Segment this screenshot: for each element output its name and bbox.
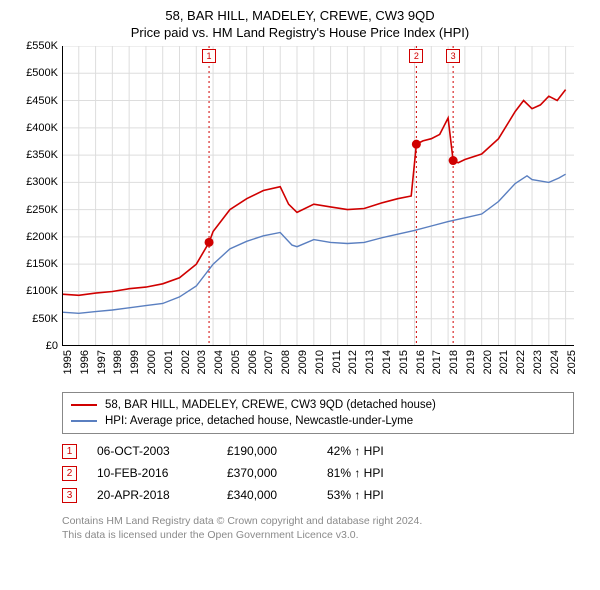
x-tick-label: 2002 xyxy=(180,350,192,374)
chart-title-address: 58, BAR HILL, MADELEY, CREWE, CW3 9QD xyxy=(14,8,586,23)
x-tick-label: 1995 xyxy=(62,350,74,374)
transaction-price: £340,000 xyxy=(227,488,307,502)
transaction-price: £190,000 xyxy=(227,444,307,458)
legend-label: HPI: Average price, detached house, Newc… xyxy=(105,415,413,427)
chart-svg xyxy=(62,46,574,346)
x-tick-label: 2024 xyxy=(549,350,561,374)
footnote-line1: Contains HM Land Registry data © Crown c… xyxy=(62,514,586,528)
y-tick-label: £100K xyxy=(26,285,58,297)
transaction-marker: 2 xyxy=(62,466,77,481)
plot-region: £0£50K£100K£150K£200K£250K£300K£350K£400… xyxy=(62,46,574,346)
y-tick-label: £500K xyxy=(26,67,58,79)
transaction-row: 3 20-APR-2018 £340,000 53% ↑ HPI xyxy=(62,484,586,506)
x-tick-label: 2020 xyxy=(482,350,494,374)
transaction-price: £370,000 xyxy=(227,466,307,480)
transaction-marker: 3 xyxy=(62,488,77,503)
vline-marker-label: 2 xyxy=(409,49,423,63)
y-tick-label: £400K xyxy=(26,122,58,134)
y-tick-label: £200K xyxy=(26,231,58,243)
y-tick-label: £550K xyxy=(26,40,58,52)
x-tick-label: 2001 xyxy=(163,350,175,374)
x-tick-label: 2011 xyxy=(331,350,343,374)
legend-label: 58, BAR HILL, MADELEY, CREWE, CW3 9QD (d… xyxy=(105,399,436,411)
vline-marker-label: 3 xyxy=(446,49,460,63)
x-tick-label: 2003 xyxy=(196,350,208,374)
x-tick-label: 2000 xyxy=(146,350,158,374)
x-tick-label: 2012 xyxy=(347,350,359,374)
y-tick-label: £450K xyxy=(26,95,58,107)
x-tick-label: 2008 xyxy=(280,350,292,374)
vline-marker-label: 1 xyxy=(202,49,216,63)
x-tick-label: 2007 xyxy=(263,350,275,374)
y-tick-label: £350K xyxy=(26,149,58,161)
transaction-pct: 53% ↑ HPI xyxy=(327,488,427,502)
y-tick-label: £300K xyxy=(26,176,58,188)
x-tick-label: 2005 xyxy=(230,350,242,374)
x-tick-label: 2015 xyxy=(398,350,410,374)
x-tick-label: 2018 xyxy=(448,350,460,374)
x-tick-label: 2017 xyxy=(431,350,443,374)
x-tick-label: 2006 xyxy=(247,350,259,374)
x-tick-label: 1996 xyxy=(79,350,91,374)
legend-swatch xyxy=(71,420,97,422)
transaction-row: 2 10-FEB-2016 £370,000 81% ↑ HPI xyxy=(62,462,586,484)
y-tick-label: £250K xyxy=(26,204,58,216)
y-tick-label: £50K xyxy=(32,313,58,325)
chart-title-sub: Price paid vs. HM Land Registry's House … xyxy=(14,25,586,40)
transaction-date: 06-OCT-2003 xyxy=(97,444,207,458)
x-tick-label: 2016 xyxy=(415,350,427,374)
transaction-date: 20-APR-2018 xyxy=(97,488,207,502)
x-tick-label: 2014 xyxy=(381,350,393,374)
x-tick-label: 2023 xyxy=(532,350,544,374)
chart-area: £0 £50K £100K £150K £200K £250K £300K £350K £400… xyxy=(14,46,586,386)
x-tick-label: 2009 xyxy=(297,350,309,374)
footnote: Contains HM Land Registry data © Crown c… xyxy=(62,514,586,542)
x-tick-label: 1999 xyxy=(129,350,141,374)
legend: 58, BAR HILL, MADELEY, CREWE, CW3 9QD (d… xyxy=(62,392,574,434)
chart-container: 58, BAR HILL, MADELEY, CREWE, CW3 9QD Pr… xyxy=(0,0,600,590)
x-tick-label: 2019 xyxy=(465,350,477,374)
x-tick-label: 2025 xyxy=(566,350,578,374)
title-block: 58, BAR HILL, MADELEY, CREWE, CW3 9QD Pr… xyxy=(14,8,586,40)
x-tick-label: 2013 xyxy=(364,350,376,374)
transaction-marker: 1 xyxy=(62,444,77,459)
footnote-line2: This data is licensed under the Open Gov… xyxy=(62,528,586,542)
x-tick-label: 1997 xyxy=(96,350,108,374)
legend-item: HPI: Average price, detached house, Newc… xyxy=(71,413,565,429)
x-tick-label: 1998 xyxy=(112,350,124,374)
transaction-pct: 42% ↑ HPI xyxy=(327,444,427,458)
legend-swatch xyxy=(71,404,97,406)
transaction-date: 10-FEB-2016 xyxy=(97,466,207,480)
legend-item: 58, BAR HILL, MADELEY, CREWE, CW3 9QD (d… xyxy=(71,397,565,413)
x-tick-label: 2021 xyxy=(498,350,510,374)
transactions-table: 1 06-OCT-2003 £190,000 42% ↑ HPI 2 10-FEB-201… xyxy=(62,440,586,506)
x-tick-label: 2004 xyxy=(213,350,225,374)
y-tick-label: £150K xyxy=(26,258,58,270)
transaction-pct: 81% ↑ HPI xyxy=(327,466,427,480)
y-tick-label: £0 xyxy=(46,340,58,352)
transaction-row: 1 06-OCT-2003 £190,000 42% ↑ HPI xyxy=(62,440,586,462)
x-tick-label: 2010 xyxy=(314,350,326,374)
x-tick-label: 2022 xyxy=(515,350,527,374)
